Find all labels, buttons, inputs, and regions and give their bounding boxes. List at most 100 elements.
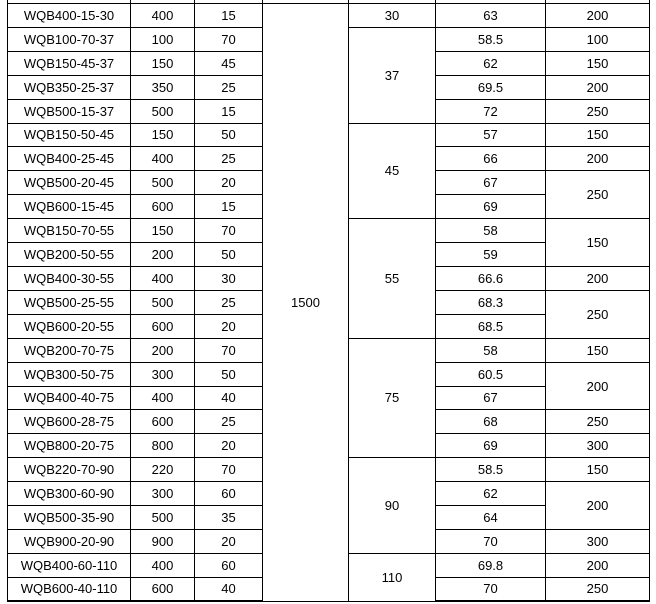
head-cell: 70 [194, 26, 263, 52]
model-cell: WQB600-20-55 [7, 313, 131, 339]
table-row: WQB200-70-75 200 70 75 58 150 [7, 337, 650, 459]
head-cell: 20 [194, 313, 263, 339]
table-row: WQB200-50-55 200 50 59 [7, 242, 650, 267]
model-cell: WQB500-35-90 [7, 505, 131, 530]
model-cell: WQB150-50-45 [7, 122, 131, 148]
flow-cell: 900 [130, 528, 195, 554]
efficiency-cell: 68 [435, 409, 546, 435]
efficiency-cell: 72 [435, 98, 546, 124]
power-cell: 110 [348, 552, 436, 602]
flow-cell: 500 [130, 289, 195, 315]
power-cell: 30 [348, 3, 436, 28]
power-cell: 90 [348, 457, 436, 554]
head-cell: 20 [194, 528, 263, 554]
power-cell: 55 [348, 218, 436, 339]
efficiency-cell: 64 [435, 505, 546, 530]
head-cell: 15 [194, 98, 263, 124]
head-cell: 60 [194, 552, 263, 578]
size-cell: 250 [545, 289, 650, 339]
model-cell: WQB800-20-75 [7, 433, 131, 459]
efficiency-cell: 68.3 [435, 289, 546, 315]
cutoff-row [7, 0, 650, 4]
flow-cell: 600 [130, 576, 195, 603]
model-cell: WQB100-70-37 [7, 26, 131, 52]
efficiency-cell: 69 [435, 194, 546, 220]
head-cell: 15 [194, 3, 263, 28]
head-cell: 25 [194, 289, 263, 315]
head-cell: 35 [194, 505, 263, 530]
flow-cell: 400 [130, 552, 195, 578]
flow-cell: 150 [130, 50, 195, 76]
power-cell: 75 [348, 337, 436, 459]
efficiency-cell: 69.8 [435, 552, 546, 578]
efficiency-cell: 63 [435, 3, 546, 28]
efficiency-cell: 58.5 [435, 457, 546, 483]
efficiency-cell: 69.5 [435, 74, 546, 100]
table-row: WQB500-15-37 500 15 72 250 [7, 98, 650, 124]
efficiency-cell: 62 [435, 50, 546, 76]
speed-cell: 1500 [262, 3, 349, 602]
head-cell: 50 [194, 361, 263, 387]
model-cell: WQB400-25-45 [7, 146, 131, 172]
efficiency-cell: 58 [435, 337, 546, 363]
head-cell: 50 [194, 242, 263, 267]
size-cell: 300 [545, 528, 650, 554]
efficiency-cell: 58.5 [435, 26, 546, 52]
cutoff-cell [545, 0, 650, 4]
size-cell: 300 [545, 433, 650, 459]
model-cell: WQB300-50-75 [7, 361, 131, 387]
table-row: WQB350-25-37 350 25 69.5 200 [7, 74, 650, 100]
table-row: WQB220-70-90 220 70 90 58.5 150 [7, 457, 650, 554]
model-cell: WQB900-20-90 [7, 528, 131, 554]
model-cell: WQB200-50-55 [7, 242, 131, 267]
head-cell: 70 [194, 218, 263, 244]
flow-cell: 220 [130, 457, 195, 483]
size-cell: 200 [545, 146, 650, 172]
flow-cell: 400 [130, 265, 195, 291]
size-cell: 150 [545, 218, 650, 267]
table-row: WQB400-60-110 400 60 110 69.8 200 [7, 552, 650, 602]
flow-cell: 400 [130, 3, 195, 28]
flow-cell: 500 [130, 98, 195, 124]
model-cell: WQB500-25-55 [7, 289, 131, 315]
size-cell: 250 [545, 170, 650, 220]
efficiency-cell: 67 [435, 170, 546, 196]
efficiency-cell: 68.5 [435, 313, 546, 339]
head-cell: 20 [194, 170, 263, 196]
size-cell: 150 [545, 337, 650, 363]
model-cell: WQB500-15-37 [7, 98, 131, 124]
flow-cell: 600 [130, 409, 195, 435]
table-row: WQB500-25-55 500 25 68.3 250 [7, 289, 650, 339]
efficiency-cell: 67 [435, 385, 546, 411]
size-cell: 200 [545, 265, 650, 291]
table-row: WQB300-50-75 300 50 60.5 200 [7, 361, 650, 411]
head-cell: 45 [194, 50, 263, 76]
efficiency-cell: 66.6 [435, 265, 546, 291]
model-cell: WQB350-25-37 [7, 74, 131, 100]
head-cell: 25 [194, 146, 263, 172]
head-cell: 40 [194, 385, 263, 411]
efficiency-cell: 62 [435, 481, 546, 507]
size-cell: 250 [545, 98, 650, 124]
flow-cell: 300 [130, 361, 195, 387]
flow-cell: 150 [130, 122, 195, 148]
power-cell: 37 [348, 26, 436, 124]
size-cell: 150 [545, 122, 650, 148]
model-cell: WQB220-70-90 [7, 457, 131, 483]
size-cell: 100 [545, 26, 650, 52]
model-cell: WQB500-20-45 [7, 170, 131, 196]
head-cell: 50 [194, 122, 263, 148]
model-cell: WQB150-70-55 [7, 218, 131, 244]
table-row: WQB600-28-75 600 25 68 250 [7, 409, 650, 435]
flow-cell: 200 [130, 242, 195, 267]
flow-cell: 600 [130, 194, 195, 220]
size-cell: 150 [545, 457, 650, 483]
flow-cell: 400 [130, 146, 195, 172]
efficiency-cell: 60.5 [435, 361, 546, 387]
table-row: WQB600-40-110 600 40 70 250 [7, 576, 650, 603]
table-row: WQB150-70-55 150 70 55 58 150 [7, 218, 650, 339]
model-cell: WQB600-15-45 [7, 194, 131, 220]
head-cell: 25 [194, 409, 263, 435]
power-cell: 45 [348, 122, 436, 220]
